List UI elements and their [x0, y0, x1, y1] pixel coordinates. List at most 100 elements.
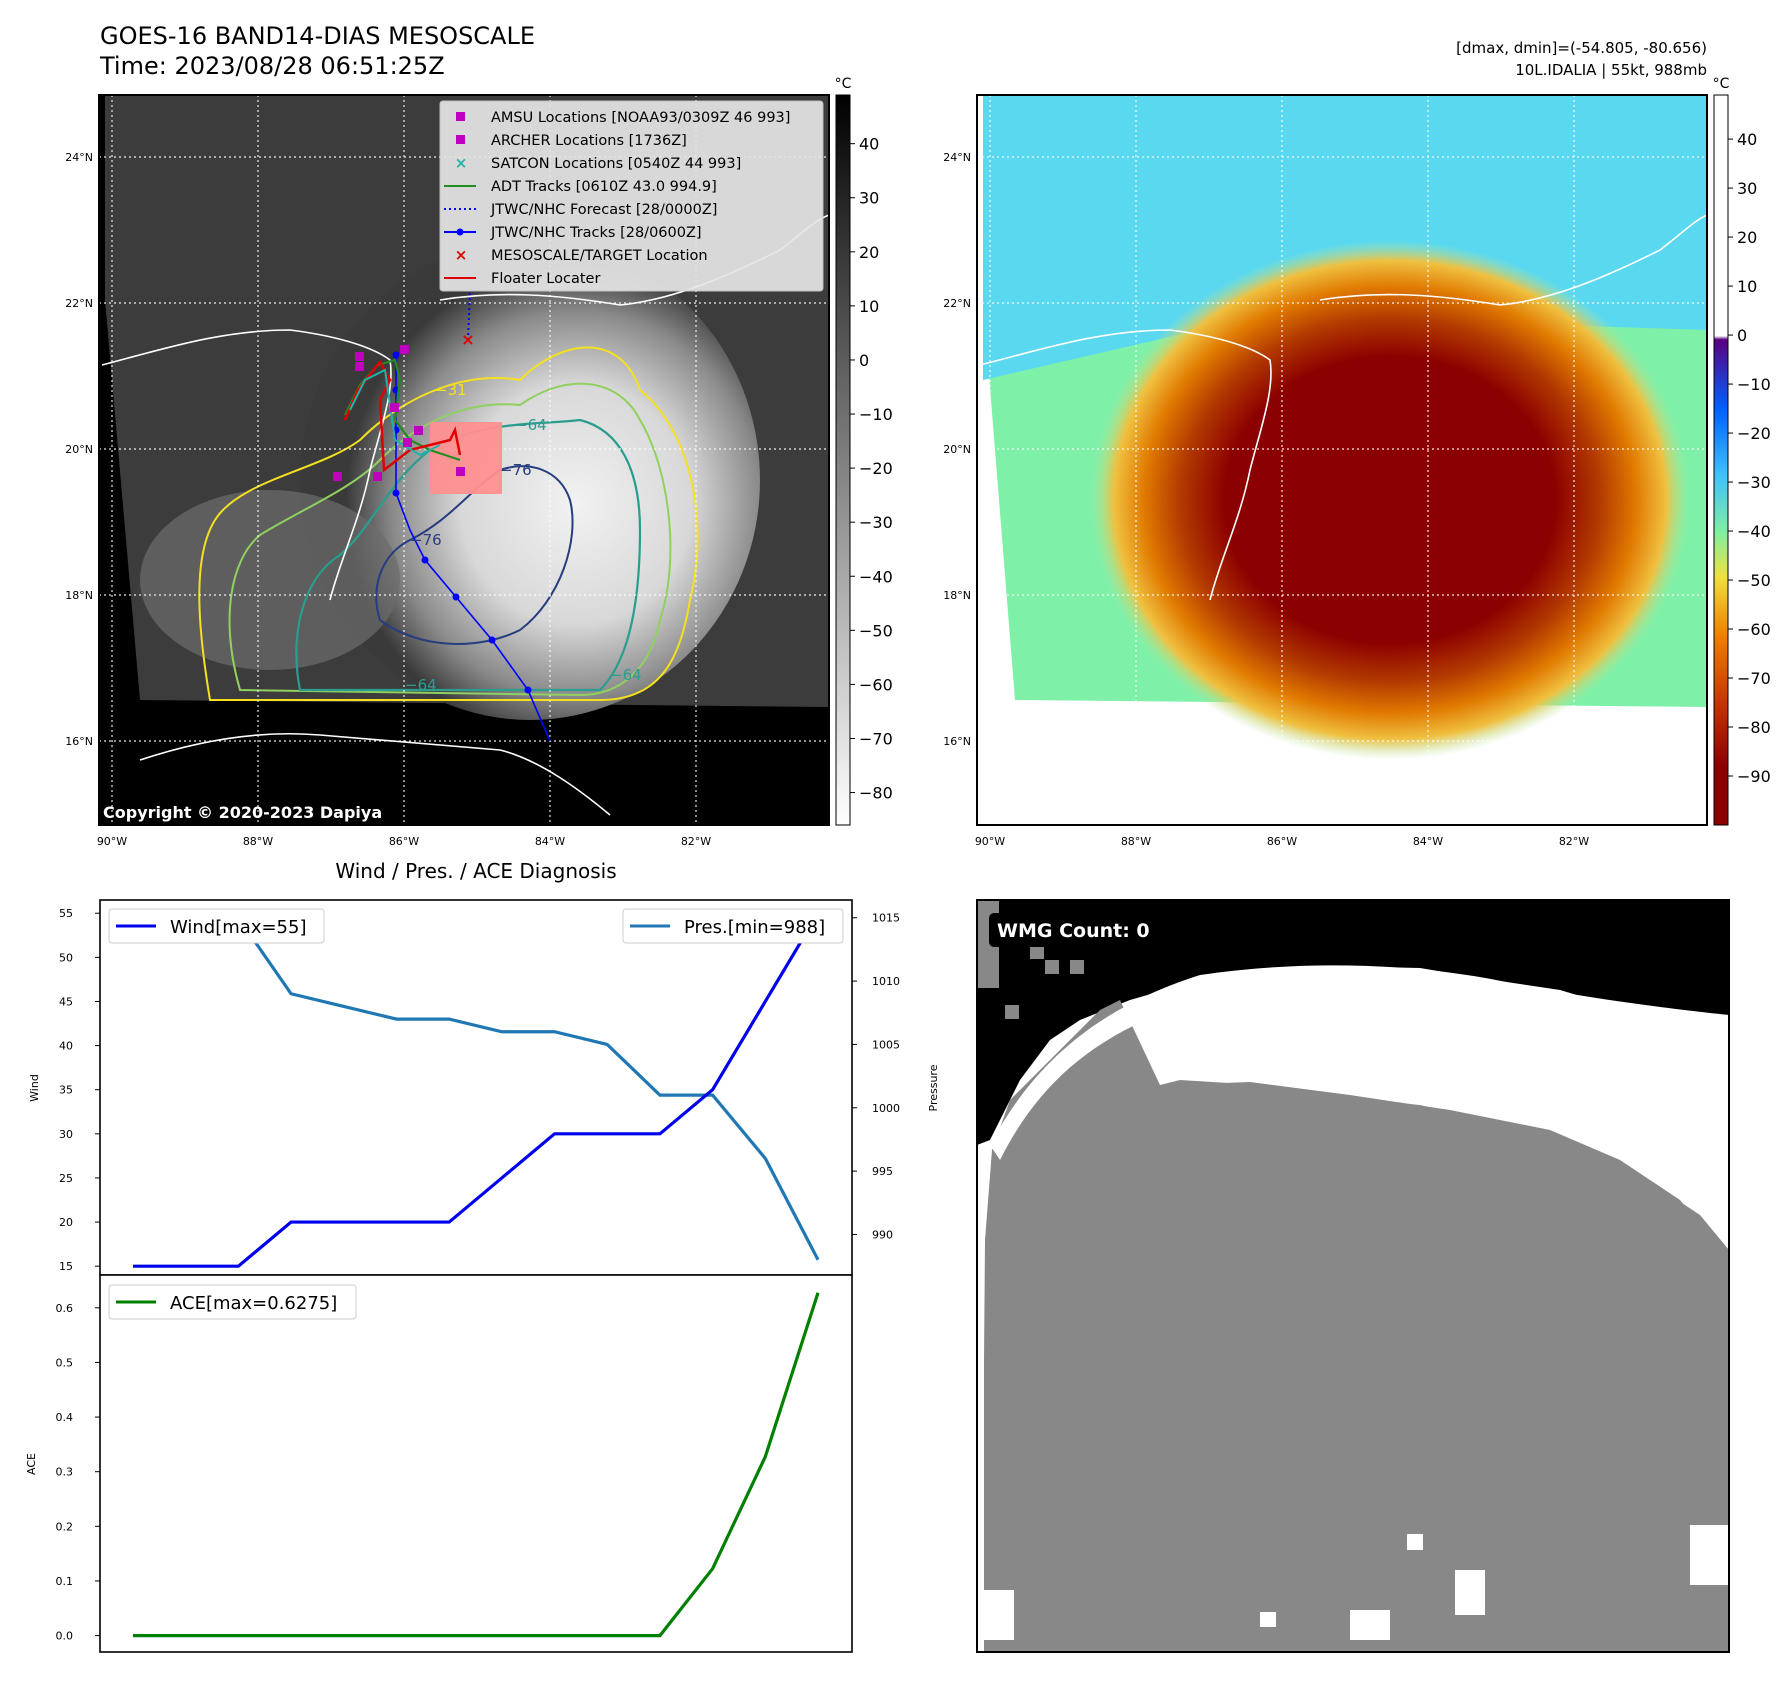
target-x-marker: × [461, 330, 474, 349]
wind-tick-label: 50 [59, 951, 73, 964]
coastline-yucatan-color [979, 329, 1272, 601]
legend-item-label: Floater Locater [491, 271, 600, 287]
wmg-count-box [989, 913, 1162, 947]
cloud-band-west [140, 490, 400, 670]
gray-colorbar-tick-label: −10 [859, 405, 893, 424]
mesoscale-target-box [430, 422, 502, 494]
ace-tick-label: 0.3 [56, 1466, 74, 1479]
wind-pres-axes [99, 899, 853, 1276]
color-colorbar-tick-label: −60 [1737, 620, 1771, 639]
wind-tick-label: 35 [59, 1084, 73, 1097]
gray-colorbar-ticks: 40 30 20 10 0 −10 −20 −30 −40 −50 −60 −70 −80 [850, 135, 893, 803]
color-colorbar-tick-label: 40 [1737, 130, 1757, 149]
floater-track [343, 359, 462, 473]
svg-text:−31: −31 [435, 381, 467, 399]
contour-label-group: −31 −64 −76 −76 −64 −64 [405, 381, 642, 694]
wmg-count-label: WMG Count: 0 [997, 920, 1150, 942]
ace-tick-label: 0.0 [56, 1630, 74, 1643]
svg-text:22°N: 22°N [943, 297, 971, 310]
coastline-cuba-color [1319, 214, 1707, 306]
svg-text:−64: −64 [610, 666, 642, 684]
gray-colorbar [835, 94, 851, 826]
dmax-dmin-info: [dmax, dmin]=(-54.805, -80.656) [1456, 39, 1707, 57]
svg-text:Wind[max=55]: Wind[max=55] [170, 917, 307, 938]
contour-lightgreen [228, 382, 672, 697]
svg-text:16°N: 16°N [943, 735, 971, 748]
pressure-tick-label: 1000 [872, 1102, 900, 1115]
svg-text:×: × [455, 154, 468, 172]
legend-item-label: JTWC/NHC Forecast [28/0000Z] [490, 202, 717, 218]
legend-item: JTWC/NHC Forecast [28/0000Z] [444, 202, 717, 218]
svg-text:−64: −64 [515, 416, 547, 434]
pressure-tick-label: 1015 [872, 912, 900, 925]
chart-title: Wind / Pres. / ACE Diagnosis [335, 859, 616, 883]
svg-text:86°W: 86°W [389, 835, 419, 848]
svg-text:82°W: 82°W [1559, 835, 1589, 848]
gray-colorbar-tick-label: 0 [859, 351, 869, 370]
copyright: Copyright © 2020-2023 Dapiya [103, 803, 382, 822]
map-color-frame [976, 94, 1708, 826]
coastline-yucatan [101, 329, 392, 601]
pressure-tick-label: 1005 [872, 1038, 900, 1051]
color-colorbar-ticks: 40 30 20 10 0 −10 −20 −30 −40 −50 −60 −70 −80 −90 [1728, 130, 1771, 786]
wmg-panel: WMG Count: 0 [976, 899, 1730, 1653]
legend-item-label: ADT Tracks [0610Z 43.0 994.9] [491, 179, 717, 195]
legend-item: × SATCON Locations [0540Z 44 993] [455, 154, 742, 172]
svg-text:Pres.[min=988]: Pres.[min=988] [684, 917, 825, 938]
pressure-tick-label: 990 [872, 1228, 893, 1241]
gray-colorbar-tick-label: 40 [859, 135, 879, 154]
legend-item-label: MESOSCALE/TARGET Location [491, 248, 708, 264]
figure-time: Time: 2023/08/28 06:51:25Z [99, 52, 445, 80]
color-colorbar [1713, 94, 1729, 826]
svg-text:16°N: 16°N [65, 735, 93, 748]
legend-item-label: ARCHER Locations [1736Z] [491, 133, 687, 149]
ace-tick-label: 0.6 [56, 1302, 74, 1315]
ace-tick-label: 0.2 [56, 1520, 74, 1533]
wmg-white-ring [990, 965, 1729, 1160]
color-colorbar-unit: °C [1713, 76, 1730, 92]
legend-item: ARCHER Locations [1736Z] [456, 133, 687, 149]
color-colorbar-tick-label: −90 [1737, 767, 1771, 786]
gray-colorbar-tick-label: 10 [859, 297, 879, 316]
map-color-gridlines [977, 95, 1707, 825]
svg-text:90°W: 90°W [975, 835, 1005, 848]
color-colorbar-tick-label: −10 [1737, 375, 1771, 394]
ace-axes [99, 1274, 853, 1653]
color-colorbar-tick-label: 30 [1737, 179, 1757, 198]
diagnosis-chart-panel: Wind / Pres. / ACE Diagnosis Wind Pressu… [25, 859, 940, 1653]
gray-colorbar-unit: °C [835, 76, 852, 92]
wind-tick-label: 45 [59, 995, 73, 1008]
svg-text:ACE[max=0.6275]: ACE[max=0.6275] [170, 1293, 337, 1314]
map-grayscale-panel: × −31 −64 −76 −76 −64 −64 Copyright © 20… [65, 76, 893, 848]
pressure-legend: Pres.[min=988] [622, 908, 844, 944]
wind-tick-label: 40 [59, 1040, 73, 1053]
wind-tick-label: 20 [59, 1216, 73, 1229]
svg-text:−64: −64 [405, 676, 437, 694]
contour-yellow [198, 346, 699, 701]
gray-colorbar-tick-label: −40 [859, 567, 893, 586]
color-colorbar-tick-label: −80 [1737, 718, 1771, 737]
wind-tick-label: 55 [59, 907, 73, 920]
wind-tick-label: 30 [59, 1128, 73, 1141]
svg-text:18°N: 18°N [943, 589, 971, 602]
gray-colorbar-tick-label: −50 [859, 621, 893, 640]
legend-item: AMSU Locations [NOAA93/0309Z 46 993] [456, 110, 790, 126]
gray-colorbar-tick-label: −70 [859, 729, 893, 748]
legend-item-label: AMSU Locations [NOAA93/0309Z 46 993] [491, 110, 790, 126]
color-colorbar-tick-label: −30 [1737, 473, 1771, 492]
ace-axis-label: ACE [25, 1453, 38, 1475]
map-gray-frame [98, 94, 830, 826]
figure-title: GOES-16 BAND14-DIAS MESOSCALE [100, 22, 535, 50]
contour-teal [295, 418, 642, 692]
ace-legend: ACE[max=0.6275] [108, 1284, 357, 1320]
map-color-panel: 24°N 22°N 20°N 18°N 16°N 90°W 88°W 86°W … [943, 76, 1771, 848]
svg-text:−76: −76 [410, 531, 442, 549]
svg-text:20°N: 20°N [65, 443, 93, 456]
svg-text:86°W: 86°W [1267, 835, 1297, 848]
svg-text:20°N: 20°N [943, 443, 971, 456]
color-colorbar-tick-label: 10 [1737, 277, 1757, 296]
storm-info: 10L.IDALIA | 55kt, 988mb [1515, 61, 1707, 79]
color-colorbar-tick-label: −70 [1737, 669, 1771, 688]
svg-text:88°W: 88°W [243, 835, 273, 848]
gray-colorbar-tick-label: −60 [859, 675, 893, 694]
